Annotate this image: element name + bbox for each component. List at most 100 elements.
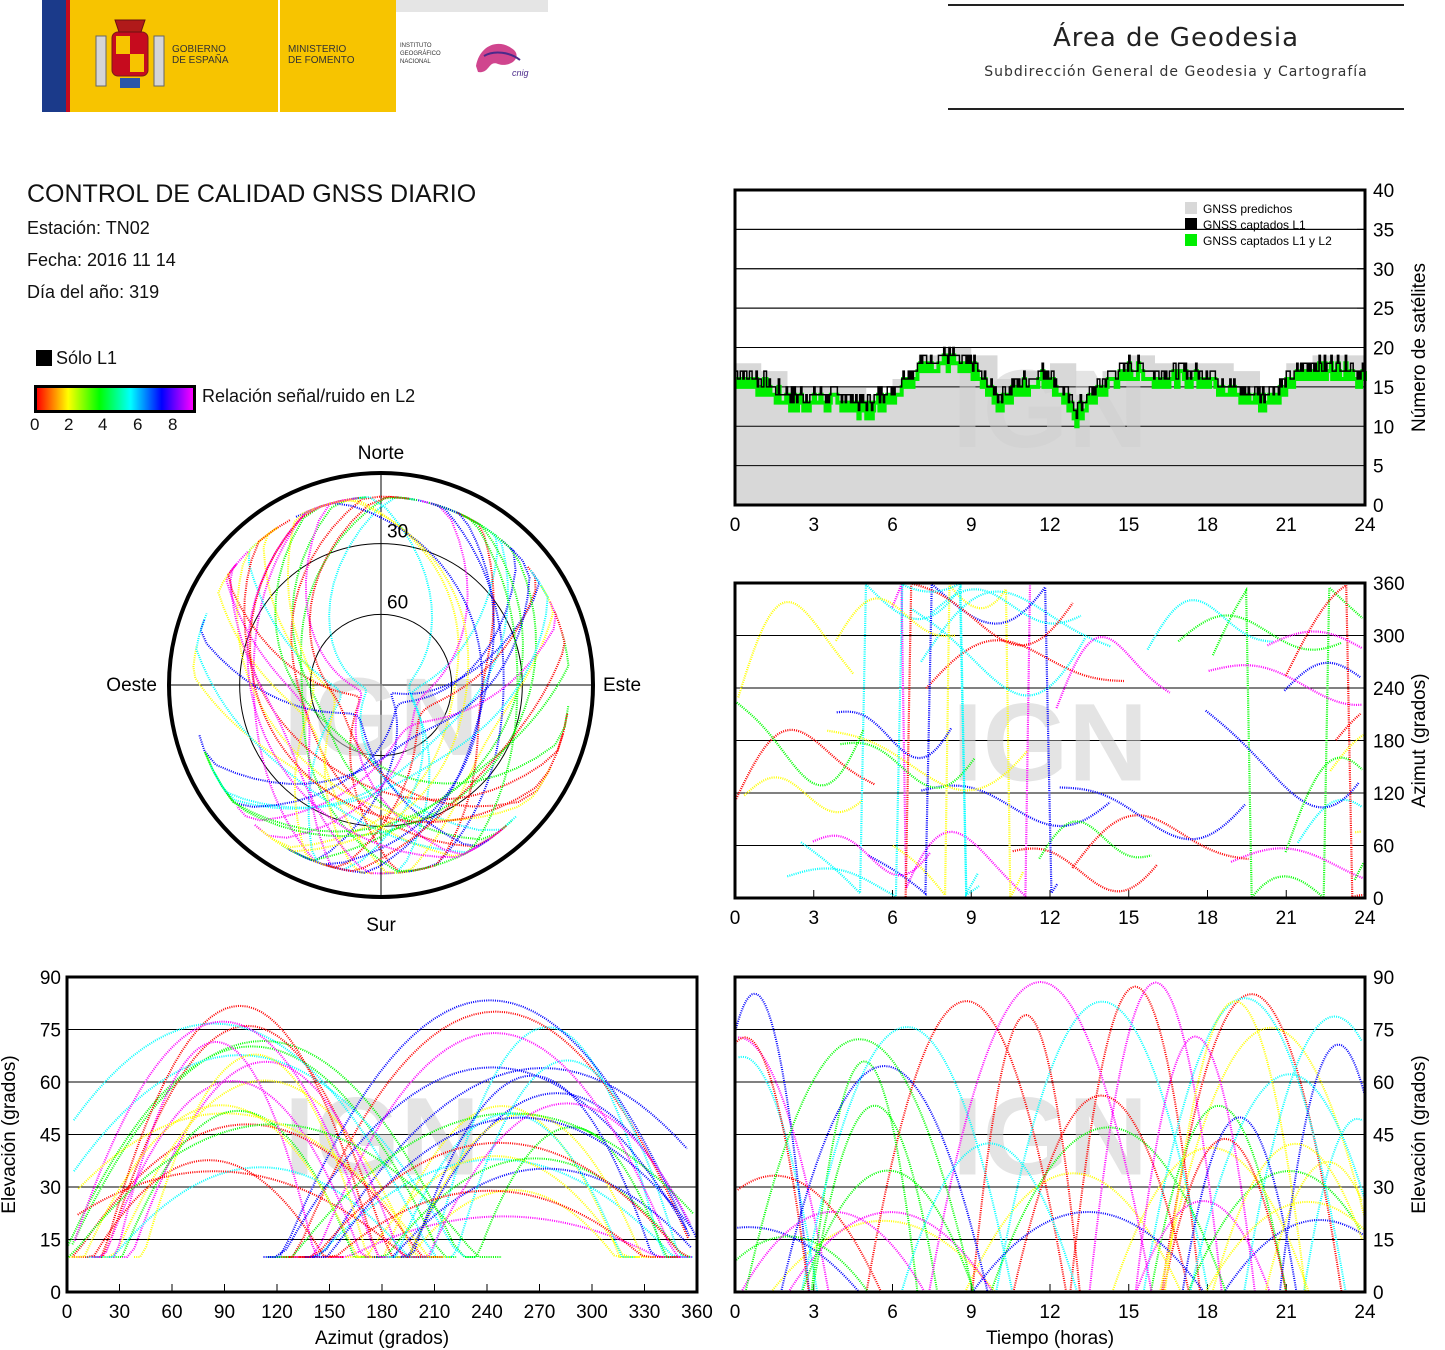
area-title: Área de Geodesia — [1052, 23, 1300, 53]
elev-time-track — [1142, 997, 1347, 1293]
elev-az-track — [134, 1053, 377, 1258]
skyplot-track — [247, 542, 342, 867]
elev-az-track — [401, 1074, 664, 1258]
elev-time-track — [989, 1126, 1227, 1293]
elev-az-track — [370, 1105, 633, 1258]
government-logo: GOBIERNO DE ESPAÑA MINISTERIO DE FOMENTO… — [42, 0, 548, 112]
skyplot-track — [192, 644, 485, 858]
azimuth-track — [1146, 598, 1274, 651]
azimuth-track — [1177, 614, 1343, 651]
elevation-time-chart: 0 15 30 45 60 75 90 0 3 6 9 12 15 18 21 24 Elevación (gr… — [730, 968, 1430, 1349]
elev-az-track — [385, 1189, 640, 1258]
elev-time-track — [1158, 1026, 1366, 1293]
y-tick-label: 0 — [50, 1283, 61, 1304]
azimuth-track — [920, 590, 1112, 663]
azimuth-track — [800, 581, 980, 898]
elev-az-track — [413, 1102, 692, 1258]
elev-az-track — [267, 1112, 695, 1258]
elev-az-track — [73, 1020, 388, 1258]
elev-time-track — [1088, 981, 1223, 1293]
x-tick-label: 24 — [1354, 908, 1376, 929]
y-tick-label: 15 — [1373, 1231, 1394, 1252]
watermark-text: IGN — [284, 1076, 480, 1199]
skyplot-track — [432, 503, 519, 868]
azimuth-track — [892, 582, 1025, 902]
bottom-rule — [948, 108, 1404, 110]
elev-time-track — [1278, 1043, 1366, 1293]
plot-border — [733, 581, 1367, 900]
l1-square-icon — [36, 350, 52, 366]
y-tick-label: 30 — [1373, 1178, 1394, 1199]
institute-line-1: INSTITUTO — [400, 43, 432, 49]
elev-time-track — [744, 1038, 975, 1293]
elev-time-track — [1264, 1160, 1364, 1293]
elev-az-track — [302, 1067, 688, 1258]
snr-tick: 8 — [168, 415, 178, 434]
skyplot-track — [412, 511, 495, 872]
elev-az-track — [94, 1024, 401, 1258]
x-tick-label: 150 — [314, 1302, 346, 1323]
x-tick-label: 3 — [808, 515, 819, 536]
top-rule — [948, 4, 1404, 6]
snr-label: Relación señal/ruido en L2 — [202, 386, 416, 406]
azimuth-track — [925, 639, 1125, 690]
y-tick-label: 75 — [40, 1021, 61, 1042]
elev-az-track — [361, 1157, 691, 1258]
y-axis-label: Número de satélites — [1409, 263, 1430, 432]
x-tick-label: 0 — [730, 908, 741, 929]
azimuth-track — [1205, 709, 1361, 809]
elev-time-track — [738, 1055, 819, 1293]
elev-time-track — [971, 1210, 1205, 1293]
azimuth-track — [1284, 583, 1365, 899]
elev-az-track — [281, 1010, 690, 1258]
skyplot-track — [249, 496, 564, 824]
azimuth-track — [1353, 862, 1365, 881]
skyplot-track — [308, 495, 549, 808]
y-tick-label: 10 — [1373, 417, 1394, 438]
x-tick-label: 15 — [1118, 1302, 1139, 1323]
y-tick-label: 300 — [1373, 627, 1405, 648]
x-tick-label: 9 — [966, 515, 977, 536]
x-tick-label: 18 — [1197, 515, 1218, 536]
elev-time-track — [1211, 1142, 1363, 1293]
y-tick-label: 360 — [1373, 574, 1405, 595]
station-label: Estación: TN02 — [27, 218, 150, 238]
skyplot-track — [326, 495, 434, 871]
eu-flag-stripe — [42, 0, 66, 112]
azimuth-track — [786, 581, 980, 899]
azimuth-track — [1329, 734, 1365, 772]
azimuth-track — [1230, 847, 1364, 880]
skyplot-track — [227, 564, 412, 874]
elev-time-track — [995, 1000, 1210, 1293]
elev-az-track — [92, 1080, 374, 1258]
elev-az-track — [268, 999, 691, 1258]
skyplot-track — [198, 547, 531, 785]
elev-time-track — [1163, 1000, 1307, 1293]
day-of-year-label: Día del año: 319 — [27, 282, 160, 302]
elev-az-track — [72, 1022, 449, 1258]
gov-line-1: GOBIERNO — [172, 44, 226, 55]
elev-time-track — [735, 1235, 870, 1293]
coat-of-arms-icon — [95, 19, 165, 88]
elev-az-track — [299, 1189, 680, 1258]
watermark-text: IGN — [952, 348, 1148, 471]
snr-tick: 6 — [133, 415, 143, 434]
elev-az-track — [445, 1059, 689, 1258]
x-tick-label: 0 — [62, 1302, 73, 1323]
plot-border — [733, 975, 1367, 1294]
x-tick-label: 18 — [1197, 908, 1218, 929]
x-tick-label: 6 — [887, 908, 898, 929]
plot-border — [733, 188, 1367, 507]
elev-time-track — [1149, 1104, 1288, 1293]
elev-time-track — [964, 1172, 1182, 1293]
elev-az-track — [465, 1126, 678, 1258]
x-tick-label: 12 — [1039, 1302, 1060, 1323]
azimuth-track — [1038, 820, 1152, 860]
elev-az-track — [73, 1054, 477, 1258]
ministry-line-1: MINISTERIO — [288, 44, 347, 55]
y-tick-label: 240 — [1373, 679, 1405, 700]
gobierno-label: GOBIERNO DE ESPAÑA — [172, 44, 252, 66]
ministry-panel — [280, 0, 396, 112]
x-tick-label: 12 — [1039, 515, 1060, 536]
